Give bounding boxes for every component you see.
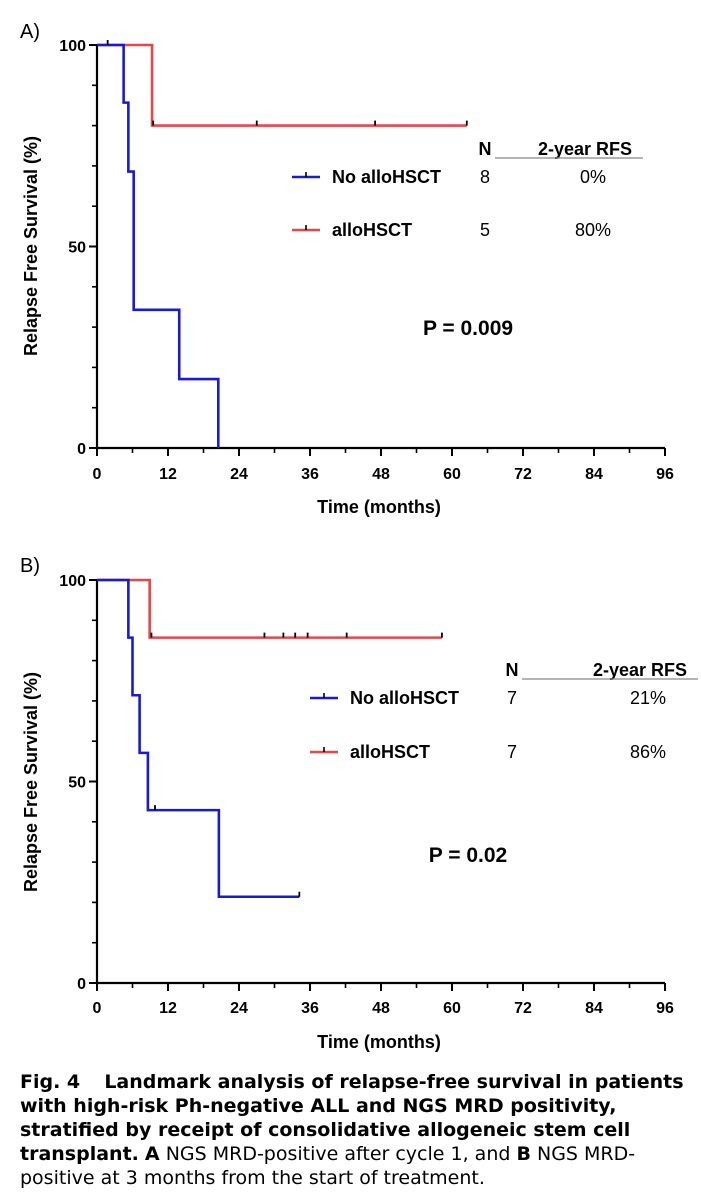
x-tick-label: 0: [93, 1000, 102, 1017]
legend-header-rfs: 2-year RFS: [538, 139, 632, 159]
series-line-no-allohsct: [97, 578, 300, 899]
legend-n: 7: [507, 688, 517, 708]
x-tick-label: 84: [585, 1000, 603, 1017]
caption-panel-a-letter: A: [144, 1143, 160, 1165]
y-axis-label: Relapse Free Survival (%): [21, 136, 41, 356]
legend-header-n: N: [506, 660, 519, 680]
legend-label: No alloHSCT: [332, 167, 441, 187]
y-tick-label: 0: [77, 441, 86, 458]
series-line-allohsct: [97, 578, 442, 639]
x-tick-label: 48: [372, 466, 390, 483]
legend-header-n: N: [479, 139, 492, 159]
x-axis-label: Time (months): [317, 497, 441, 517]
y-tick-label: 0: [77, 976, 86, 993]
x-tick-label: 48: [372, 1000, 390, 1017]
panel-label: B): [20, 555, 40, 577]
x-tick-label: 96: [656, 1000, 674, 1017]
y-axis-label: Relapse Free Survival (%): [21, 672, 41, 892]
panel-label: A): [20, 21, 40, 43]
x-axis-label: Time (months): [317, 1032, 441, 1052]
y-tick-label: 50: [68, 240, 86, 257]
legend-n: 7: [507, 742, 517, 762]
series-line-allohsct: [97, 43, 467, 127]
chart-panel-b: B) 0 50 100 0 12 24 36 48 60 72 84 96 Time (months) Re…: [20, 555, 698, 1052]
legend-rfs: 0%: [580, 167, 606, 187]
legend-rfs: 21%: [630, 688, 666, 708]
y-tick-label: 50: [68, 775, 86, 792]
series-line-no-allohsct: [97, 43, 220, 448]
legend-rfs: 80%: [575, 220, 611, 240]
x-tick-label: 12: [159, 466, 177, 483]
caption-panel-b-text: NGS MRD-positive at 3 months from the st…: [20, 1143, 636, 1189]
x-tick-label: 12: [159, 1000, 177, 1017]
y-tick-label: 100: [59, 38, 86, 55]
legend-rfs: 86%: [630, 742, 666, 762]
x-tick-label: 24: [230, 466, 248, 483]
x-tick-label: 72: [514, 1000, 532, 1017]
x-tick-label: 96: [656, 466, 674, 483]
x-tick-label: 0: [93, 466, 102, 483]
x-tick-label: 24: [230, 1000, 248, 1017]
caption-panel-a-text: NGS MRD-positive after cycle 1, and: [165, 1143, 511, 1165]
x-tick-label: 84: [585, 466, 603, 483]
legend-header-rfs: 2-year RFS: [593, 660, 687, 680]
x-tick-label: 36: [301, 466, 319, 483]
legend-label: No alloHSCT: [350, 688, 459, 708]
legend-label: alloHSCT: [332, 220, 412, 240]
chart-panel-a: A) 0 50 100 0 12 24 36 48 60 72 84 96 Time (months) Re…: [20, 21, 674, 517]
caption-panel-b-letter: B: [516, 1143, 531, 1165]
p-value-annotation: P = 0.02: [429, 844, 507, 867]
figure-caption: Fig. 4 Landmark analysis of relapse-free…: [20, 1070, 692, 1190]
x-tick-label: 36: [301, 1000, 319, 1017]
x-tick-label: 72: [514, 466, 532, 483]
x-tick-label: 60: [443, 1000, 461, 1017]
caption-title: Landmark analysis of relapse-free surviv…: [20, 1071, 684, 1165]
legend-label: alloHSCT: [350, 742, 430, 762]
caption-fig-label: Fig. 4: [20, 1071, 81, 1093]
y-tick-label: 100: [59, 573, 86, 590]
p-value-annotation: P = 0.009: [423, 317, 513, 340]
x-tick-label: 60: [443, 466, 461, 483]
legend-n: 5: [480, 220, 490, 240]
legend-n: 8: [480, 167, 490, 187]
